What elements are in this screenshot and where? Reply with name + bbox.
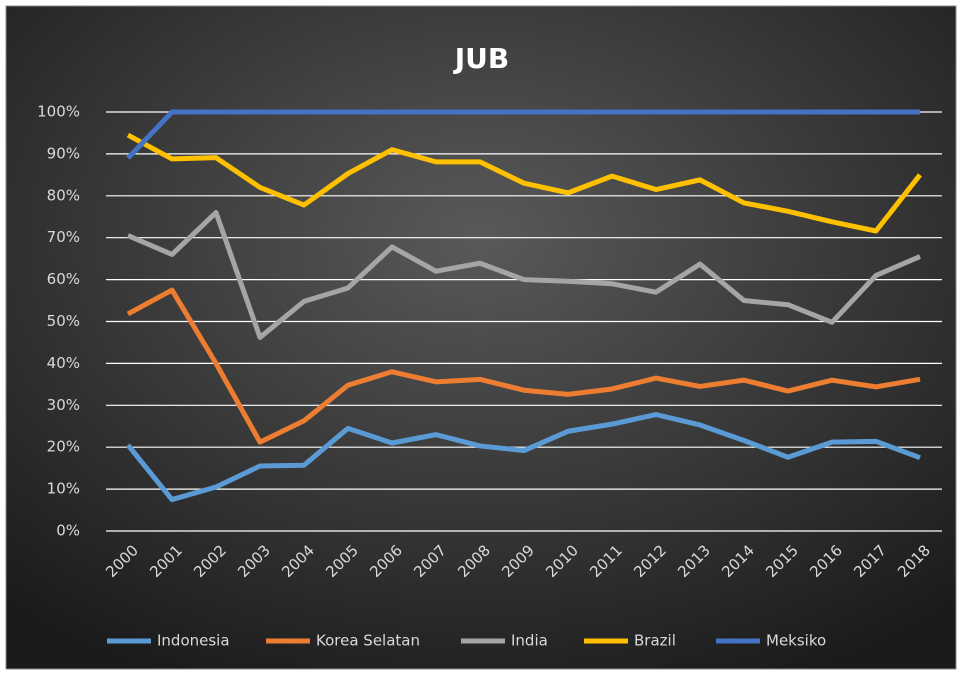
chart-title: JUB: [453, 42, 510, 75]
series-line: [126, 109, 920, 160]
y-tick-label: 50%: [47, 312, 80, 330]
y-tick-label: 70%: [47, 228, 80, 246]
series-line: [127, 210, 921, 340]
y-tick-label: 80%: [47, 186, 80, 204]
series-line: [126, 287, 921, 445]
y-tick-label: 20%: [47, 438, 80, 456]
legend-label: India: [511, 632, 548, 650]
legend-label: Meksiko: [766, 632, 826, 650]
series-line: [126, 412, 921, 503]
y-tick-label: 90%: [47, 144, 80, 162]
legend-label: Korea Selatan: [316, 632, 420, 650]
legend-label: Indonesia: [157, 632, 230, 650]
y-tick-label: 30%: [47, 396, 80, 414]
series-line: [126, 132, 922, 234]
y-tick-label: 0%: [56, 522, 80, 540]
y-tick-label: 10%: [47, 480, 80, 498]
y-tick-label: 100%: [37, 103, 80, 121]
y-tick-label: 60%: [47, 270, 80, 288]
legend-label: Brazil: [634, 632, 676, 650]
y-tick-label: 40%: [47, 354, 80, 372]
